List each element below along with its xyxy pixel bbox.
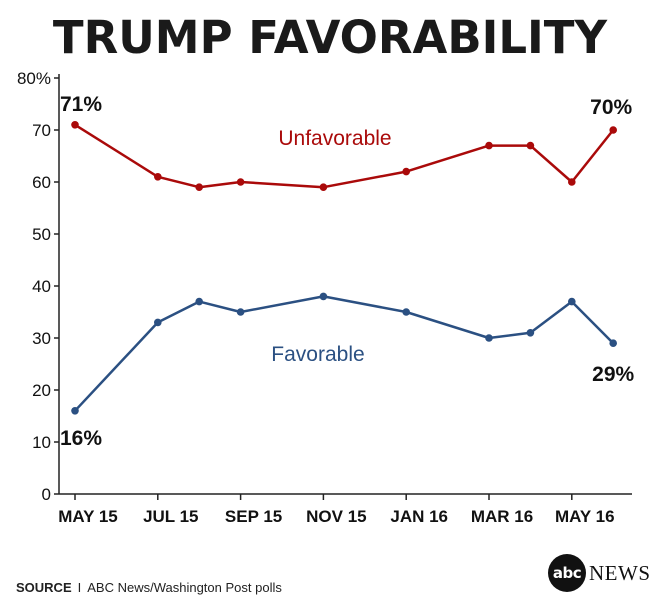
series-line-unfavorable (74, 123, 615, 189)
data-point-unfavorable (526, 141, 535, 150)
data-point-unfavorable (154, 173, 162, 181)
data-point-unfavorable (195, 183, 203, 191)
y-tick-label: 30 (32, 329, 51, 348)
source-text: ABC News/Washington Post polls (87, 580, 282, 595)
y-tick-label: 10 (32, 433, 51, 452)
data-point-favorable (485, 334, 493, 342)
x-tick-label: JAN 16 (390, 507, 448, 526)
x-tick-label: JUL 15 (143, 507, 198, 526)
data-label-last-unfavorable: 70% (590, 96, 632, 119)
x-tick-label: SEP 15 (225, 507, 282, 526)
data-point-favorable (236, 308, 245, 316)
chart-title: TRUMP FAVORABILITY (52, 11, 608, 64)
y-tick-label: 0 (42, 485, 51, 504)
y-tick-label: 60 (32, 173, 51, 192)
y-tick-label: 50 (32, 225, 51, 244)
y-tick-label: 20 (32, 381, 51, 400)
data-label-first-unfavorable: 71% (60, 93, 102, 116)
source-label: SOURCE (16, 580, 72, 595)
series-label-unfavorable: Unfavorable (278, 127, 391, 150)
source-separator: I (77, 580, 82, 595)
x-tick-label: MAY 15 (58, 507, 118, 526)
data-point-favorable (319, 292, 328, 301)
abc-logo-mark: abc (548, 554, 586, 592)
data-point-unfavorable (485, 141, 493, 150)
data-point-favorable (609, 339, 617, 348)
x-tick-label: MAY 16 (555, 507, 615, 526)
series-line-favorable (74, 295, 615, 412)
data-point-favorable (71, 407, 79, 415)
data-point-favorable (568, 297, 576, 306)
x-tick-label: NOV 15 (306, 507, 366, 526)
data-point-unfavorable (319, 183, 328, 191)
data-point-unfavorable (568, 178, 576, 186)
y-tick-label: 70 (32, 121, 51, 140)
data-point-unfavorable (402, 167, 411, 176)
x-tick-label: MAR 16 (471, 507, 533, 526)
source-note: SOURCE I ABC News/Washington Post polls (16, 580, 282, 595)
data-point-unfavorable (609, 126, 617, 134)
data-point-unfavorable (71, 121, 79, 129)
abc-logo-news-word: NEWS (589, 560, 651, 585)
data-label-last-favorable: 29% (592, 363, 634, 386)
data-point-favorable (195, 297, 203, 306)
data-label-first-favorable: 16% (60, 427, 102, 450)
y-tick-label: 40 (32, 277, 51, 296)
data-point-favorable (154, 318, 162, 327)
abc-news-logo: abc NEWS (548, 554, 651, 592)
y-tick-label: 80% (17, 69, 51, 88)
data-point-favorable (402, 308, 411, 316)
series-label-favorable: Favorable (271, 343, 364, 366)
data-point-unfavorable (236, 178, 245, 186)
data-point-favorable (526, 329, 535, 337)
